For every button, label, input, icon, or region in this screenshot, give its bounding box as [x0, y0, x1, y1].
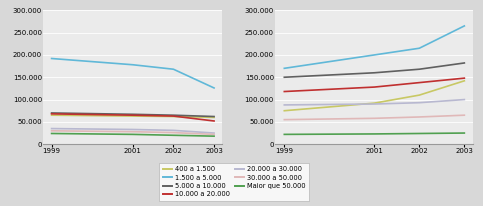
Legend: 400 a 1.500, 1.500 a 5.000, 5.000 a 10.000, 10.000 a 20.000, 20.000 a 30.000, 30: 400 a 1.500, 1.500 a 5.000, 5.000 a 10.0…	[159, 163, 309, 201]
